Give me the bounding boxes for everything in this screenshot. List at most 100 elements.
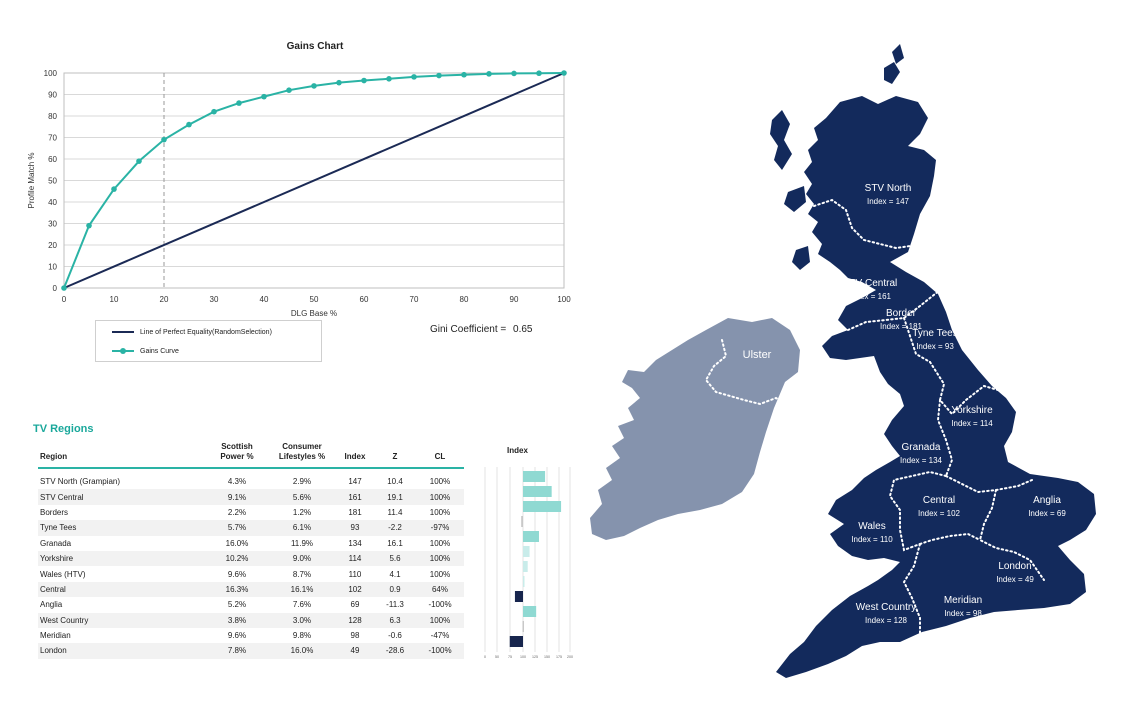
cell-index: 161: [348, 492, 362, 502]
map-region-name: Tyne Tees: [912, 328, 957, 339]
cell-scottish-power: 5.7%: [227, 523, 247, 533]
cell-cl: 64%: [431, 584, 448, 594]
cell-region: Borders: [40, 507, 69, 517]
legend-gains-label: Gains Curve: [140, 347, 179, 355]
index-bar: [523, 471, 546, 482]
y-tick-label: 100: [44, 69, 58, 78]
cell-scottish-power: 9.6%: [227, 569, 247, 579]
y-tick-label: 70: [48, 134, 57, 143]
gains-point: [111, 186, 117, 192]
gains-point: [486, 71, 492, 77]
y-tick-label: 20: [48, 241, 57, 250]
table-row: Anglia 5.2% 7.6% 69 -11.3 -100%: [38, 597, 464, 612]
y-tick-label: 80: [48, 112, 57, 121]
table-row: Central 16.3% 16.1% 102 0.9 64%: [38, 581, 464, 598]
x-tick-label: 30: [210, 295, 219, 304]
gains-point: [361, 77, 367, 84]
table-row: Borders 2.2% 1.2% 181 11.4 100%: [38, 505, 464, 520]
map-region-name: Yorkshire: [951, 405, 993, 416]
legend-item-gains: Gains Curve: [112, 345, 179, 357]
gains-point: [311, 83, 317, 89]
gains-point: [161, 136, 167, 143]
gini-label: Gini Coefficient =: [430, 324, 507, 335]
index-tick-label: 150: [544, 655, 550, 659]
y-tick-label: 90: [48, 91, 57, 100]
cell-scottish-power: 9.1%: [227, 492, 247, 502]
map-region-index: Index = 181: [880, 322, 923, 331]
cell-region: West Country: [40, 615, 89, 625]
shetland-islands: [892, 44, 904, 64]
map-region-index: Index = 69: [1028, 509, 1066, 518]
gains-point: [386, 76, 392, 82]
index-bar: [523, 561, 528, 572]
cell-index: 128: [348, 615, 362, 625]
cell-z: -2.2: [388, 523, 402, 533]
cell-scottish-power: 7.8%: [227, 646, 247, 656]
index-bar: [523, 486, 552, 497]
x-tick-label: 90: [510, 295, 519, 304]
gains-point: [336, 79, 342, 86]
table-row: London 7.8% 16.0% 49 -28.6 -100%: [38, 643, 464, 659]
cell-z: 11.4: [387, 507, 403, 517]
index-bar: [522, 621, 524, 632]
cell-region: Meridian: [40, 631, 71, 641]
cell-consumer-lifestyles: 5.6%: [292, 492, 312, 502]
map-region-name: STV North: [865, 183, 912, 194]
cell-index: 93: [350, 523, 360, 533]
map-region-index: Index = 110: [851, 535, 893, 544]
gains-point: [411, 74, 417, 80]
gains-chart: 0 10 20 30 40 50 60 70 80 90 100 0 10 20 30 40 50 60 70 80 9…: [27, 69, 571, 318]
index-bar: [514, 591, 523, 602]
cell-region: Tyne Tees: [40, 523, 77, 533]
y-axis-label: Profile Match %: [27, 152, 36, 208]
index-bar: [521, 516, 523, 527]
index-chart-title: Index: [507, 446, 528, 455]
map-region-index: Index = 147: [867, 197, 910, 206]
gini-value: 0.65: [513, 324, 533, 335]
cell-consumer-lifestyles: 3.0%: [292, 615, 312, 625]
map-region-name: STV Central: [843, 278, 897, 289]
cell-region: STV North (Grampian): [40, 477, 121, 487]
y-tick-label: 30: [48, 220, 57, 229]
ireland-landmass: [590, 318, 800, 540]
header-z: Z: [374, 440, 416, 469]
index-bar: [523, 546, 530, 557]
index-bar: [523, 531, 539, 542]
cell-index: 98: [350, 631, 360, 641]
cell-cl: 100%: [429, 615, 451, 625]
cell-consumer-lifestyles: 9.8%: [292, 631, 312, 641]
great-britain-landmass: [776, 96, 1096, 678]
map-region-name: Meridian: [944, 595, 982, 606]
map-region-name: Wales: [858, 521, 885, 532]
x-tick-label: 80: [460, 295, 469, 304]
islay-island: [792, 246, 810, 270]
cell-index: 69: [350, 600, 360, 610]
cell-cl: -100%: [428, 600, 452, 610]
cell-region: Central: [40, 584, 66, 594]
map-region-name: Anglia: [1033, 495, 1061, 506]
cell-cl: 100%: [429, 554, 451, 564]
header-region: Region: [38, 440, 206, 469]
cell-scottish-power: 16.3%: [225, 584, 249, 594]
cell-index: 49: [350, 646, 360, 656]
index-bar: [523, 606, 537, 617]
x-tick-label: 100: [557, 295, 571, 304]
legend-equality-label: Line of Perfect Equality(RandomSelection…: [140, 328, 272, 336]
table-row: Granada 16.0% 11.9% 134 16.1 100%: [38, 536, 464, 551]
index-bar: [523, 576, 525, 587]
tv-regions-table: Region Scottish Power % Consumer Lifestyle…: [38, 440, 464, 659]
cell-z: 19.1: [387, 492, 403, 502]
orkney-islands: [884, 62, 900, 84]
cell-scottish-power: 10.2%: [225, 554, 249, 564]
cell-cl: 100%: [429, 538, 451, 548]
cell-z: 5.6: [389, 554, 401, 564]
cell-z: -11.3: [386, 600, 404, 610]
header-scottish-power: Scottish Power %: [206, 440, 268, 469]
cell-scottish-power: 5.2%: [227, 600, 247, 610]
map-region-name: West Country: [856, 602, 916, 613]
index-tick-label: 75: [508, 655, 512, 659]
map-region-index: Index = 98: [944, 609, 982, 618]
table-row: Tyne Tees 5.7% 6.1% 93 -2.2 -97%: [38, 520, 464, 536]
tv-regions-title: TV Regions: [33, 423, 94, 435]
map-region-index: Index = 128: [865, 616, 908, 625]
